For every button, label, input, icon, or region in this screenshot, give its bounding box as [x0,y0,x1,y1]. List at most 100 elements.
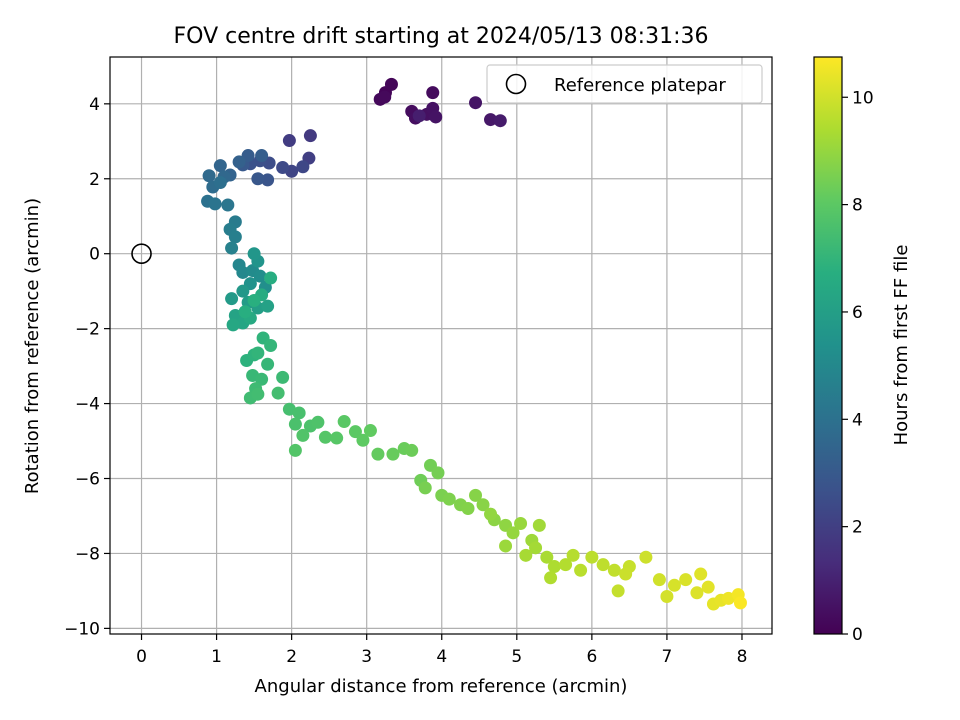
colorbar-gradient [813,56,843,635]
data-point [296,160,310,174]
data-point [247,294,261,308]
data-point [386,447,400,461]
y-tick-label: −4 [75,395,100,415]
data-point [236,284,250,298]
data-point [261,299,275,313]
data-point [540,550,554,564]
data-point [228,230,242,244]
data-point [356,433,370,447]
colorbar-tick-label: 8 [852,196,863,216]
data-point [247,247,261,261]
data-point [202,169,216,183]
y-axis-ticks: −10 −8 −6 −4 −2 0 2 4 [64,95,110,639]
data-point [292,406,306,420]
colorbar-tick-label: 0 [852,625,863,645]
data-point [405,443,419,457]
data-point [255,149,269,163]
colorbar-ticks: 0 2 4 6 8 10 [842,88,874,645]
legend-box [486,64,763,104]
data-point [363,424,377,438]
data-point [255,372,269,386]
plot-frame [109,56,773,635]
data-point [264,339,278,352]
data-point [566,548,580,562]
data-point [484,113,498,127]
data-point [733,596,747,610]
colorbar-tick-label: 2 [852,518,863,538]
x-tick-label: 3 [361,647,372,667]
data-point [208,197,222,211]
data-point [499,539,513,553]
x-axis-ticks: 0 1 2 3 4 5 6 7 8 [136,634,747,667]
legend-reference-symbol [505,73,527,95]
data-point [318,430,332,444]
data-point [236,265,250,279]
data-point [221,198,235,212]
data-point [690,586,704,600]
data-point [371,447,385,461]
x-tick-label: 7 [662,647,673,667]
data-point [412,109,426,123]
data-point [660,590,674,604]
data-point [667,578,681,592]
data-point [296,428,310,442]
data-point [431,466,445,480]
x-tick-label: 5 [511,647,522,667]
colorbar-tick-label: 4 [852,410,863,430]
data-point [311,415,325,429]
data-point [276,161,290,175]
grid-lines [110,57,772,634]
plot-area [110,57,772,634]
y-tick-label: −10 [64,619,100,639]
x-tick-label: 6 [586,647,597,667]
colorbar-tick-label: 10 [852,88,874,108]
data-point [276,370,290,384]
data-point [213,176,227,190]
data-point [271,386,285,400]
data-point [337,415,351,429]
y-tick-label: 4 [89,95,100,115]
data-point [282,402,296,416]
colorbar-tick-label: 6 [852,303,863,323]
data-point [461,501,475,515]
data-point [639,550,653,564]
data-point [596,558,610,572]
data-point [225,292,239,306]
data-point [694,567,708,581]
x-tick-label: 1 [211,647,222,667]
data-point [476,498,490,512]
y-axis-label: Rotation from reference (arcmin) [22,198,43,494]
data-point [607,563,621,577]
x-tick-label: 2 [286,647,297,667]
x-tick-label: 4 [436,647,447,667]
data-point [585,550,599,564]
data-point [493,114,507,128]
data-point [506,526,520,540]
data-point [701,580,715,594]
data-point [574,563,588,577]
data-point [532,518,546,532]
data-point [232,155,246,169]
data-point [282,134,296,148]
data-point [611,584,625,598]
data-point [261,357,275,371]
data-point [484,507,498,521]
x-tick-label: 8 [737,647,748,667]
y-tick-label: −6 [75,470,100,490]
data-point [226,318,240,332]
data-point [418,481,432,495]
legend-entry-label: Reference platepar [554,75,726,96]
data-point [288,443,302,457]
data-point [330,431,344,445]
data-point [442,492,456,506]
data-point [303,129,317,143]
data-point [469,488,483,502]
reference-marker [131,243,152,265]
data-point [213,159,227,173]
data-point [529,541,543,555]
x-axis-label: Angular distance from reference (arcmin) [255,676,628,697]
y-tick-label: 0 [89,245,100,265]
data-point [547,560,561,574]
data-point [519,548,533,562]
